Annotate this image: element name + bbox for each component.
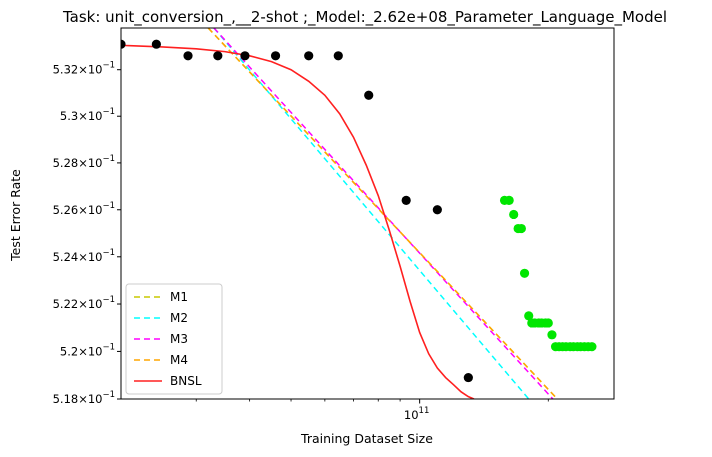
legend-label-m1: M1	[170, 290, 188, 304]
train-point	[432, 205, 442, 215]
train-point	[213, 51, 223, 61]
y-axis-label: Test Error Rate	[8, 169, 23, 262]
data-points	[121, 39, 597, 383]
test-point	[587, 342, 597, 352]
y-tick-label: 5.2×10−1	[60, 342, 115, 358]
plot-frame	[120, 27, 615, 400]
legend-label-m4: M4	[170, 353, 188, 367]
train-point	[304, 51, 314, 61]
test-point	[547, 330, 557, 340]
test-point	[543, 318, 553, 328]
x-tick-label: 1011	[404, 406, 429, 422]
y-tick-label: 5.3×10−1	[60, 107, 115, 123]
y-tick-label: 5.26×10−1	[53, 201, 115, 217]
legend-label-bnsl: BNSL	[170, 374, 202, 388]
legend-label-m2: M2	[170, 311, 188, 325]
test-point	[524, 311, 534, 321]
legend-label-m3: M3	[170, 332, 188, 346]
y-tick-label: 5.28×10−1	[53, 154, 115, 170]
train-point	[151, 39, 161, 49]
train-point	[183, 51, 193, 61]
train-point	[121, 39, 126, 49]
train-point	[401, 195, 411, 205]
legend: M1 M2 M3 M4 BNSL	[125, 283, 223, 395]
train-point	[333, 51, 343, 61]
legend-box	[125, 283, 223, 395]
y-tick-label: 5.24×10−1	[53, 248, 115, 264]
train-point	[270, 51, 281, 61]
x-axis-label: Training Dataset Size	[300, 431, 433, 446]
chart-title: Task: unit_conversion_,__2-shot ;_Model:…	[62, 8, 667, 27]
axes: 5.18×10−1 5.2×10−1 5.22×10−1 5.24×10−1 5.26×…	[53, 27, 615, 422]
test-point	[519, 268, 530, 278]
test-point	[509, 209, 519, 220]
test-point	[516, 223, 526, 234]
train-point	[364, 90, 374, 100]
y-tick-label: 5.32×10−1	[53, 61, 115, 77]
test-point	[504, 195, 514, 205]
y-tick-label: 5.22×10−1	[53, 295, 115, 311]
series-line-m2	[213, 28, 530, 399]
plot-area	[121, 28, 597, 399]
train-point	[463, 372, 473, 383]
series-line-m4	[207, 28, 558, 399]
train-point	[240, 51, 250, 61]
y-tick-label: 5.18×10−1	[53, 390, 115, 406]
